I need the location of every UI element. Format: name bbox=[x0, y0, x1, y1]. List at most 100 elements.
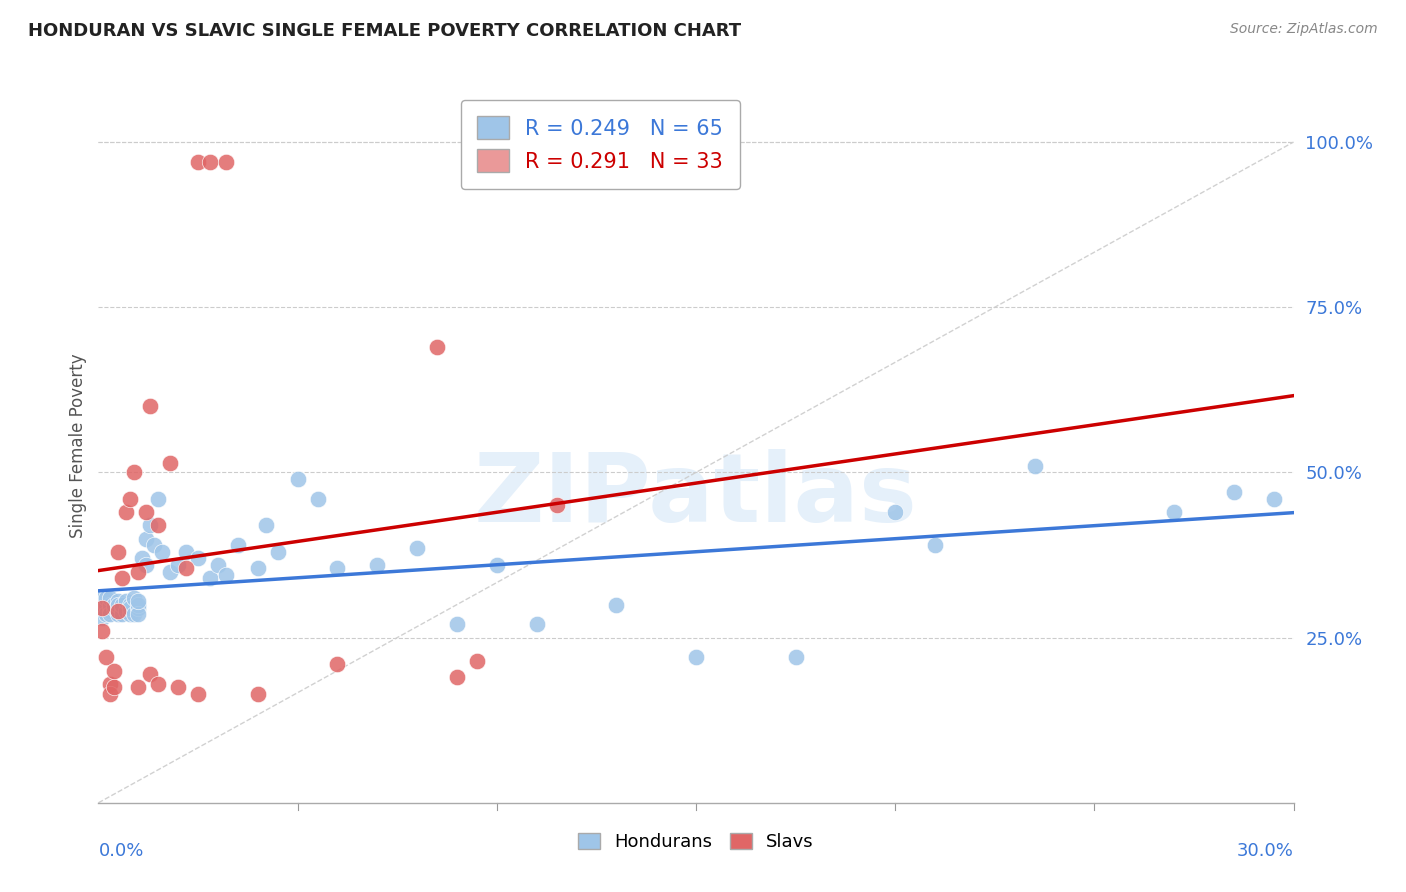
Text: 0.0%: 0.0% bbox=[98, 842, 143, 860]
Point bbox=[246, 687, 269, 701]
Point bbox=[103, 680, 125, 694]
Point bbox=[1024, 458, 1046, 473]
Point bbox=[884, 505, 907, 519]
Point bbox=[139, 400, 162, 414]
Point bbox=[198, 571, 221, 585]
Point bbox=[96, 598, 118, 612]
Point bbox=[187, 154, 209, 169]
Point bbox=[143, 538, 166, 552]
Point bbox=[1163, 505, 1185, 519]
Point bbox=[115, 604, 138, 618]
Point bbox=[207, 558, 229, 572]
Point bbox=[107, 607, 129, 622]
Point bbox=[127, 607, 149, 622]
Point bbox=[150, 545, 173, 559]
Point bbox=[1263, 491, 1285, 506]
Point bbox=[91, 600, 114, 615]
Point bbox=[107, 604, 129, 618]
Point bbox=[96, 650, 118, 665]
Point bbox=[127, 598, 149, 612]
Point bbox=[127, 594, 149, 608]
Point bbox=[98, 607, 122, 622]
Point bbox=[115, 594, 138, 608]
Point bbox=[111, 598, 134, 612]
Point bbox=[131, 551, 153, 566]
Point bbox=[111, 607, 134, 622]
Point bbox=[98, 687, 122, 701]
Point bbox=[446, 617, 468, 632]
Y-axis label: Single Female Poverty: Single Female Poverty bbox=[69, 354, 87, 538]
Point bbox=[139, 518, 162, 533]
Point bbox=[465, 654, 488, 668]
Point bbox=[215, 154, 238, 169]
Point bbox=[98, 677, 122, 691]
Point bbox=[120, 607, 142, 622]
Point bbox=[107, 545, 129, 559]
Point bbox=[91, 591, 114, 605]
Point bbox=[124, 466, 146, 480]
Point bbox=[446, 670, 468, 684]
Point bbox=[91, 611, 114, 625]
Point bbox=[103, 664, 125, 678]
Point bbox=[127, 565, 149, 579]
Point bbox=[246, 561, 269, 575]
Point bbox=[120, 598, 142, 612]
Point bbox=[326, 561, 349, 575]
Point bbox=[111, 600, 134, 615]
Point bbox=[107, 604, 129, 618]
Point bbox=[546, 499, 568, 513]
Point bbox=[107, 594, 129, 608]
Point bbox=[366, 558, 388, 572]
Point bbox=[187, 551, 209, 566]
Point bbox=[924, 538, 946, 552]
Point bbox=[148, 677, 170, 691]
Point bbox=[107, 598, 129, 612]
Point bbox=[127, 680, 149, 694]
Point bbox=[187, 687, 209, 701]
Text: 30.0%: 30.0% bbox=[1237, 842, 1294, 860]
Point bbox=[135, 558, 157, 572]
Point bbox=[174, 545, 197, 559]
Legend: Hondurans, Slavs: Hondurans, Slavs bbox=[571, 825, 821, 858]
Point bbox=[215, 567, 238, 582]
Point bbox=[226, 538, 249, 552]
Point bbox=[120, 600, 142, 615]
Point bbox=[174, 561, 197, 575]
Point bbox=[96, 591, 118, 605]
Point bbox=[426, 340, 449, 354]
Point bbox=[485, 558, 508, 572]
Point bbox=[254, 518, 277, 533]
Point bbox=[111, 571, 134, 585]
Point bbox=[98, 604, 122, 618]
Point bbox=[91, 624, 114, 638]
Point bbox=[267, 545, 290, 559]
Point bbox=[139, 667, 162, 681]
Point bbox=[198, 154, 221, 169]
Point bbox=[103, 598, 125, 612]
Text: Source: ZipAtlas.com: Source: ZipAtlas.com bbox=[1230, 22, 1378, 37]
Point bbox=[98, 598, 122, 612]
Point bbox=[785, 650, 807, 665]
Point bbox=[148, 491, 170, 506]
Point bbox=[326, 657, 349, 671]
Point bbox=[148, 518, 170, 533]
Point bbox=[605, 598, 627, 612]
Point bbox=[167, 680, 190, 694]
Point bbox=[1223, 485, 1246, 500]
Point bbox=[124, 607, 146, 622]
Point bbox=[91, 604, 114, 618]
Point bbox=[103, 600, 125, 615]
Point bbox=[167, 558, 190, 572]
Text: HONDURAN VS SLAVIC SINGLE FEMALE POVERTY CORRELATION CHART: HONDURAN VS SLAVIC SINGLE FEMALE POVERTY… bbox=[28, 22, 741, 40]
Point bbox=[287, 472, 309, 486]
Text: ZIPatlas: ZIPatlas bbox=[474, 450, 918, 542]
Point bbox=[96, 607, 118, 622]
Point bbox=[307, 491, 329, 506]
Point bbox=[124, 591, 146, 605]
Point bbox=[526, 617, 548, 632]
Point bbox=[98, 591, 122, 605]
Point bbox=[120, 491, 142, 506]
Point bbox=[127, 600, 149, 615]
Point bbox=[135, 532, 157, 546]
Point bbox=[159, 565, 181, 579]
